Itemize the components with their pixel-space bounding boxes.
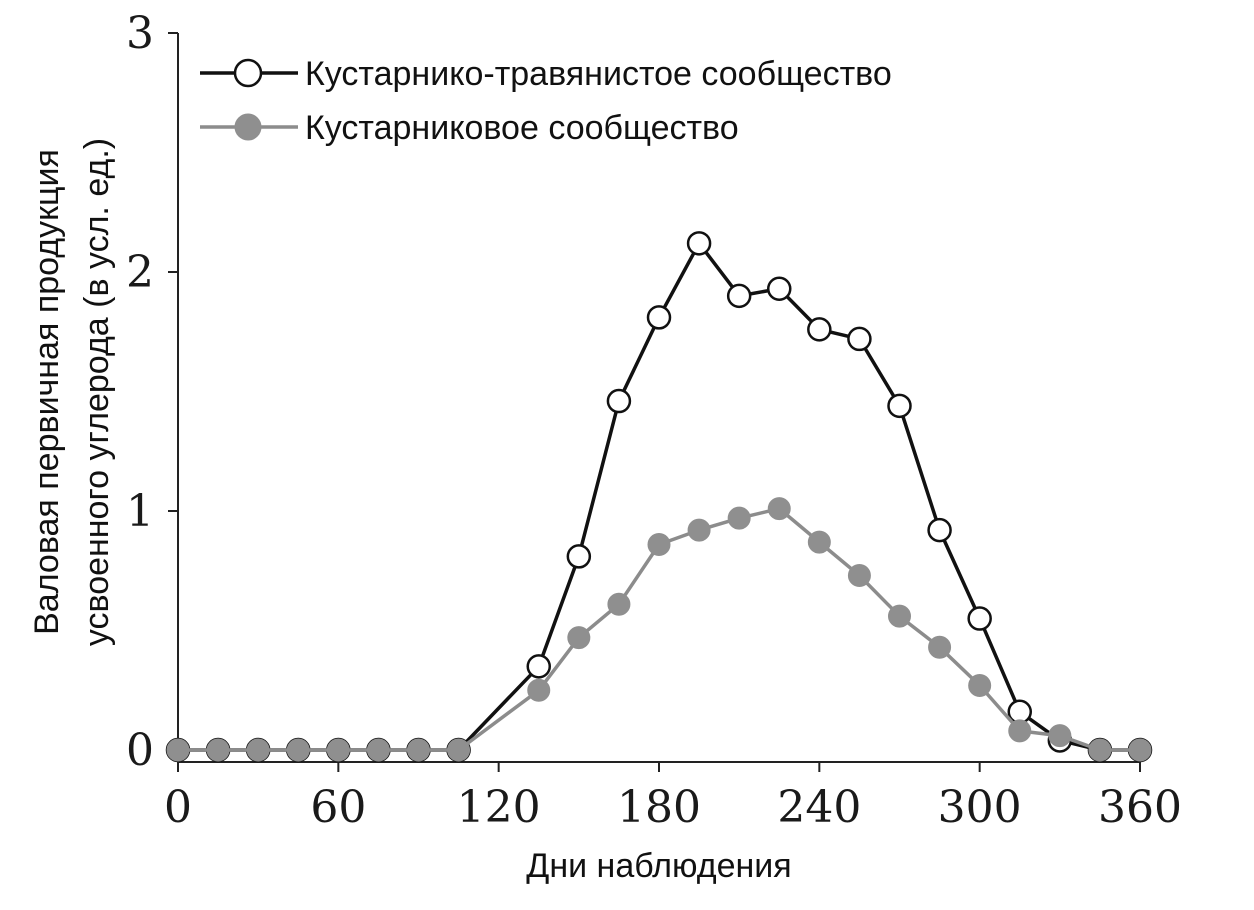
x-axis-title: Дни наблюдения [526, 847, 791, 885]
series-2-point [767, 497, 791, 521]
y-tick-label: 2 [126, 247, 154, 298]
legend: Кустарнико-травянистое сообщество Кустарн… [200, 55, 892, 147]
series-2-point [1088, 738, 1112, 762]
series-1-point [566, 544, 592, 569]
series-2-point [687, 518, 711, 542]
series-2-point [567, 626, 591, 650]
series-1-point [726, 283, 752, 309]
series-2-point [366, 738, 390, 762]
series-2-point [246, 738, 270, 762]
series-2-point [888, 604, 911, 628]
x-tick-label: 0 [164, 782, 192, 833]
series-2-point [206, 738, 230, 762]
series-2-point [847, 564, 871, 588]
series-1-point [807, 317, 832, 342]
series-2-point [1008, 719, 1032, 743]
legend-label-2: Кустарниковое сообщество [305, 109, 739, 147]
x-tick-label: 240 [777, 782, 861, 833]
series-1-point [686, 231, 712, 256]
series-2-point [407, 738, 430, 762]
series-1-point [606, 388, 632, 414]
series-2-point [166, 738, 190, 762]
x-tick-label: 60 [310, 782, 366, 833]
series-1-point [927, 517, 952, 543]
series-2 [166, 497, 1152, 762]
series-2-point [968, 673, 992, 697]
series-2-point [807, 530, 831, 554]
series-1-point [767, 276, 792, 301]
series-1-point [646, 305, 672, 330]
y-tick-label: 3 [126, 8, 154, 59]
x-tick-label: 360 [1098, 782, 1182, 833]
legend-marker-1 [233, 58, 263, 88]
series-layer [165, 231, 1153, 763]
series-2-point [607, 592, 631, 616]
series-1 [165, 231, 1153, 763]
series-2-point [527, 678, 551, 702]
y-axis-title-line-2: усвоенного углерода (в усл. ед.) [78, 138, 116, 646]
series-2-point [1048, 724, 1072, 748]
series-2-point [727, 506, 751, 530]
legend-marker-2 [234, 113, 262, 141]
series-2-point [1128, 738, 1152, 762]
axis-titles: Дни наблюдения Валовая первичная продукц… [28, 138, 792, 885]
series-1-point [847, 326, 872, 352]
x-tick-label: 120 [457, 782, 541, 833]
axes: 0 1 2 3 0 60 120 180 240 300 360 [126, 8, 1182, 833]
y-tick-label: 1 [126, 486, 154, 537]
series-2-point [447, 738, 471, 762]
series-2-point [326, 738, 350, 762]
legend-label-1: Кустарнико-травянистое сообщество [305, 55, 892, 93]
series-1-point [887, 393, 912, 419]
x-tick-label: 180 [617, 782, 701, 833]
series-1-point [967, 606, 992, 631]
y-axis-title-line-1: Валовая первичная продукция [28, 149, 66, 635]
series-2-point [928, 635, 952, 659]
series-2-point [647, 532, 671, 556]
series-1-point [526, 654, 551, 679]
series-2-point [286, 738, 310, 762]
y-tick-label: 0 [126, 725, 154, 776]
x-tick-label: 300 [938, 782, 1022, 833]
